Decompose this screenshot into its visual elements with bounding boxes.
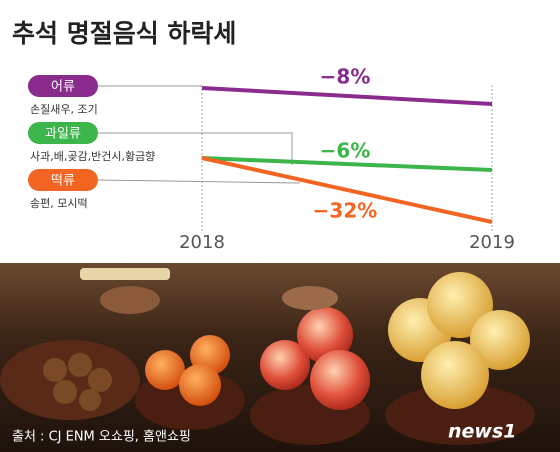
value-label: −8%: [320, 65, 371, 89]
source: 출처 : CJ ENM 오쇼핑, 홈앤쇼핑: [12, 430, 191, 445]
legend-label: 어류: [51, 80, 75, 95]
leader-line: [98, 132, 293, 165]
x-tick-label: 2018: [179, 232, 225, 253]
legend-pill: [28, 122, 98, 144]
legend-pill: [28, 75, 98, 97]
slope-line: [201, 86, 493, 106]
chart-title: 추석 명절음식 하락세: [12, 19, 236, 48]
photo: [0, 263, 560, 452]
legend-items: 송편, 모시떡: [30, 197, 88, 210]
value-label: −6%: [320, 139, 371, 163]
logo: news1: [448, 421, 517, 443]
legend-pill: [28, 169, 98, 191]
legend-label: 떡류: [51, 174, 75, 189]
legend-items: 사과,배,곶감,반건시,황금향: [30, 150, 155, 163]
legend-items: 손질새우, 조기: [30, 103, 98, 116]
x-tick-label: 2019: [469, 232, 515, 253]
leader-line: [97, 179, 301, 184]
slope-line: [201, 156, 493, 172]
legend-label: 과일류: [45, 127, 81, 142]
slope-line: [201, 156, 493, 224]
value-label: −32%: [313, 199, 378, 223]
